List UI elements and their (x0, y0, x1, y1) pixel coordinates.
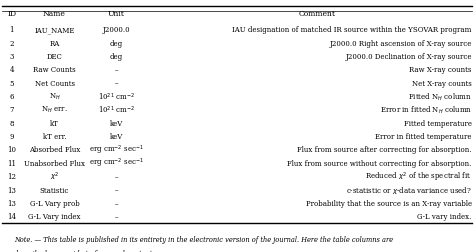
Text: Reduced $\chi^2$ of the spectral fit: Reduced $\chi^2$ of the spectral fit (365, 171, 472, 184)
Text: 7: 7 (9, 106, 14, 114)
Text: Flux from source without correcting for absorption.: Flux from source without correcting for … (287, 160, 472, 168)
Text: keV: keV (109, 120, 123, 128)
Text: 6: 6 (9, 93, 14, 101)
Text: N$_H$ err.: N$_H$ err. (41, 105, 68, 115)
Text: –: – (114, 200, 118, 208)
Text: Error in fitted N$_H$ column: Error in fitted N$_H$ column (380, 105, 472, 116)
Text: erg cm$^{-2}$ sec$^{-1}$: erg cm$^{-2}$ sec$^{-1}$ (89, 144, 144, 157)
Text: Comment: Comment (299, 10, 336, 18)
Text: 13: 13 (8, 200, 16, 208)
Text: 12: 12 (8, 173, 16, 181)
Text: DEC: DEC (46, 53, 63, 61)
Text: 13: 13 (8, 186, 16, 195)
Text: –: – (114, 173, 118, 181)
Text: 10: 10 (8, 146, 16, 154)
Text: 10$^{21}$ cm$^{-2}$: 10$^{21}$ cm$^{-2}$ (98, 91, 135, 103)
Text: 14: 14 (8, 213, 16, 221)
Text: J2000.0 Right ascension of X-ray source: J2000.0 Right ascension of X-ray source (329, 40, 472, 48)
Text: keV: keV (109, 133, 123, 141)
Text: IAU_NAME: IAU_NAME (34, 26, 75, 34)
Text: N$_H$: N$_H$ (49, 92, 60, 102)
Text: J2000.0 Declination of X-ray source: J2000.0 Declination of X-ray source (345, 53, 472, 61)
Text: 2: 2 (9, 40, 14, 48)
Text: Probability that the source is an X-ray variable: Probability that the source is an X-ray … (306, 200, 472, 208)
Text: RA: RA (49, 40, 60, 48)
Text: kT err.: kT err. (43, 133, 66, 141)
Text: –: – (114, 186, 118, 195)
Text: 5: 5 (9, 80, 14, 88)
Text: described as a guide to form and content.: described as a guide to form and content… (14, 250, 155, 252)
Text: erg cm$^{-2}$ sec$^{-1}$: erg cm$^{-2}$ sec$^{-1}$ (89, 157, 144, 170)
Text: Absorbed Flux: Absorbed Flux (29, 146, 80, 154)
Text: c-statistic or $\chi$-data variance used?: c-statistic or $\chi$-data variance used… (346, 185, 472, 196)
Text: G-L Vary index: G-L Vary index (28, 213, 81, 221)
Text: Statistic: Statistic (40, 186, 69, 195)
Text: 3: 3 (9, 53, 14, 61)
Text: Error in fitted temperature: Error in fitted temperature (375, 133, 472, 141)
Text: Net Counts: Net Counts (35, 80, 74, 88)
Text: G-L Vary prob: G-L Vary prob (30, 200, 79, 208)
Text: Unabsorbed Flux: Unabsorbed Flux (24, 160, 85, 168)
Text: 1: 1 (9, 26, 14, 34)
Text: 9: 9 (9, 133, 14, 141)
Text: deg: deg (109, 40, 123, 48)
Text: –: – (114, 66, 118, 74)
Text: –: – (114, 213, 118, 221)
Text: Raw X-ray counts: Raw X-ray counts (409, 66, 472, 74)
Text: –: – (114, 80, 118, 88)
Text: Name: Name (43, 10, 66, 18)
Text: ID: ID (7, 10, 17, 18)
Text: IAU designation of matched IR source within the YSOVAR program: IAU designation of matched IR source wit… (232, 26, 472, 34)
Text: J2000.0: J2000.0 (102, 26, 130, 34)
Text: 11: 11 (8, 160, 16, 168)
Text: Note. — This table is published in its entirety in the electronic version of the: Note. — This table is published in its e… (14, 236, 393, 244)
Text: 4: 4 (9, 66, 14, 74)
Text: G-L vary index.: G-L vary index. (417, 213, 472, 221)
Text: 8: 8 (9, 120, 14, 128)
Text: Fitted temperature: Fitted temperature (404, 120, 472, 128)
Text: deg: deg (109, 53, 123, 61)
Text: Net X-ray counts: Net X-ray counts (412, 80, 472, 88)
Text: Raw Counts: Raw Counts (33, 66, 76, 74)
Text: $\chi^2$: $\chi^2$ (50, 171, 59, 183)
Text: kT: kT (50, 120, 59, 128)
Text: Unit: Unit (108, 10, 125, 18)
Text: Fitted N$_H$ column: Fitted N$_H$ column (408, 91, 472, 103)
Text: Flux from source after correcting for absorption.: Flux from source after correcting for ab… (297, 146, 472, 154)
Text: 10$^{21}$ cm$^{-2}$: 10$^{21}$ cm$^{-2}$ (98, 105, 135, 116)
